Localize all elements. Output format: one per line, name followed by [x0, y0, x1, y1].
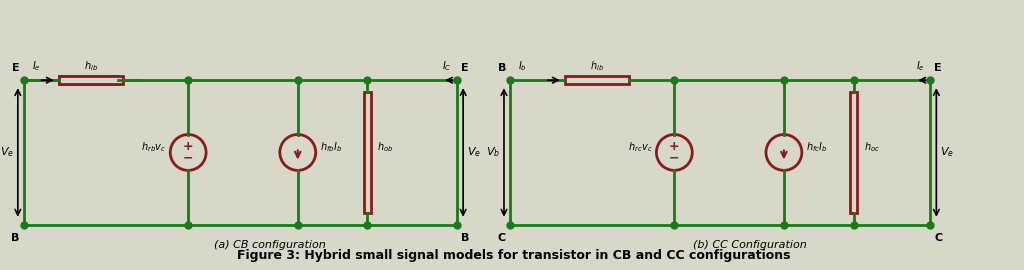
- FancyBboxPatch shape: [364, 92, 371, 213]
- Text: I$_e$: I$_e$: [32, 59, 41, 73]
- Text: C: C: [498, 233, 506, 243]
- Text: I$_b$: I$_b$: [518, 59, 527, 73]
- Text: h$_{rb}$v$_c$: h$_{rb}$v$_c$: [141, 141, 166, 154]
- Text: V$_e$: V$_e$: [940, 146, 954, 159]
- Text: h$_{fb}$I$_b$: h$_{fb}$I$_b$: [319, 141, 342, 154]
- Text: −: −: [669, 152, 680, 165]
- Text: (a) CB configuration: (a) CB configuration: [214, 239, 327, 249]
- Text: h$_{oc}$: h$_{oc}$: [863, 141, 880, 154]
- Text: −: −: [183, 152, 194, 165]
- Text: V$_e$: V$_e$: [0, 146, 14, 159]
- FancyBboxPatch shape: [58, 76, 124, 84]
- Text: Figure 3: Hybrid small signal models for transistor in CB and CC configurations: Figure 3: Hybrid small signal models for…: [238, 248, 791, 262]
- Text: E: E: [12, 63, 19, 73]
- Text: h$_{ib}$: h$_{ib}$: [84, 59, 98, 73]
- FancyBboxPatch shape: [565, 76, 630, 84]
- Text: h$_{rc}$v$_c$: h$_{rc}$v$_c$: [628, 141, 652, 154]
- Text: I$_C$: I$_C$: [441, 59, 452, 73]
- Text: E: E: [934, 63, 942, 73]
- Circle shape: [280, 134, 315, 170]
- Text: B: B: [498, 63, 506, 73]
- Circle shape: [656, 134, 692, 170]
- Text: h$_{ob}$: h$_{ob}$: [378, 141, 394, 154]
- Text: h$_{ib}$: h$_{ib}$: [590, 59, 604, 73]
- FancyBboxPatch shape: [850, 92, 857, 213]
- Text: (b) CC Configuration: (b) CC Configuration: [693, 239, 807, 249]
- Circle shape: [766, 134, 802, 170]
- Text: V$_e$: V$_e$: [467, 146, 481, 159]
- Text: E: E: [461, 63, 469, 73]
- Circle shape: [170, 134, 206, 170]
- FancyBboxPatch shape: [58, 76, 119, 84]
- Text: B: B: [11, 233, 19, 243]
- Text: +: +: [183, 140, 194, 153]
- Text: V$_b$: V$_b$: [485, 146, 500, 159]
- Text: I$_e$: I$_e$: [915, 59, 925, 73]
- Text: C: C: [934, 233, 942, 243]
- Text: B: B: [461, 233, 470, 243]
- Text: +: +: [669, 140, 680, 153]
- Text: h$_{fc}$I$_b$: h$_{fc}$I$_b$: [806, 141, 827, 154]
